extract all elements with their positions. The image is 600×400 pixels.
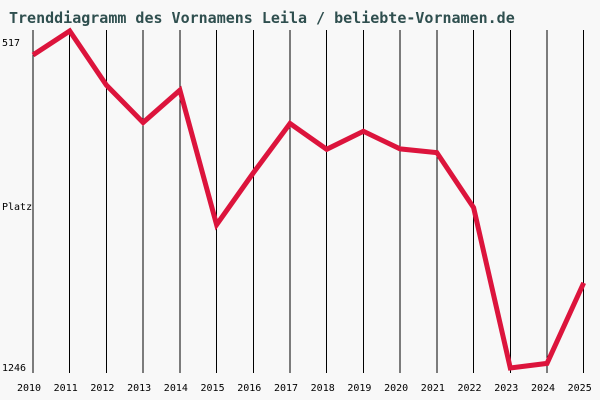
x-tick-label-2017: 2017 xyxy=(274,383,298,394)
x-tick-label-2011: 2011 xyxy=(54,383,78,394)
y-axis-best-label: 517 xyxy=(2,38,20,49)
x-tick-label-2023: 2023 xyxy=(494,383,518,394)
x-tick-label-2015: 2015 xyxy=(201,383,225,394)
x-tick-label-2022: 2022 xyxy=(458,383,482,394)
x-tick-label-2013: 2013 xyxy=(127,383,151,394)
trend-line xyxy=(31,27,586,371)
x-tick-label-2025: 2025 xyxy=(568,383,592,394)
x-tick-label-2018: 2018 xyxy=(311,383,335,394)
x-tick-label-2019: 2019 xyxy=(347,383,371,394)
y-axis-worst-label: 1246 xyxy=(2,363,26,374)
x-tick-label-2020: 2020 xyxy=(384,383,408,394)
x-tick-label-2024: 2024 xyxy=(531,383,555,394)
x-tick-label-2012: 2012 xyxy=(90,383,114,394)
x-tick-label-2021: 2021 xyxy=(421,383,445,394)
x-tick-label-2010: 2010 xyxy=(17,383,41,394)
chart-title: Trenddiagramm des Vornamens Leila / beli… xyxy=(9,9,515,27)
x-tick-label-2016: 2016 xyxy=(237,383,261,394)
x-tick-label-2014: 2014 xyxy=(164,383,188,394)
y-axis-title: Platz xyxy=(2,202,32,213)
